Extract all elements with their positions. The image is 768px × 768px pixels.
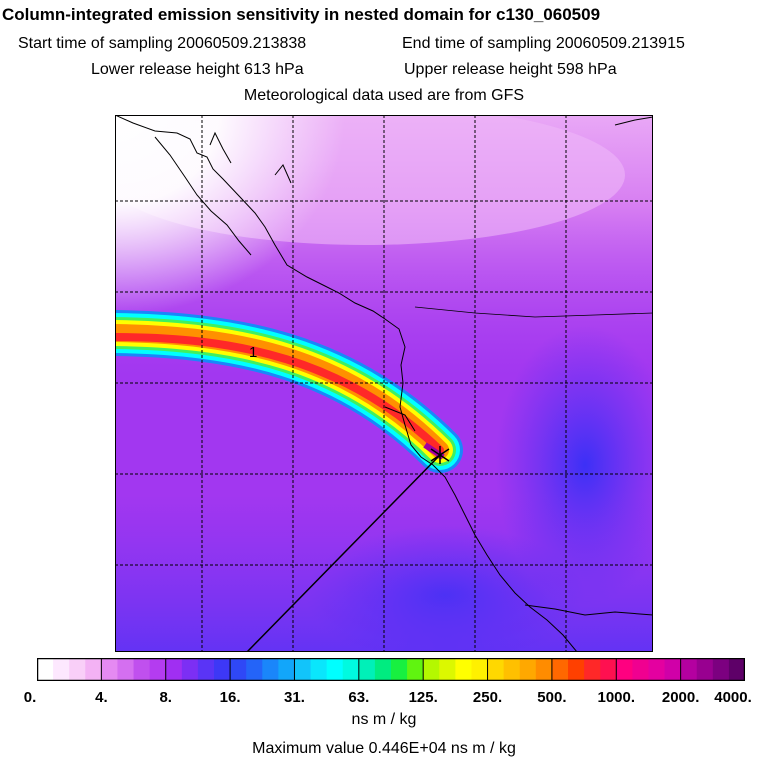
colorbar-cell <box>101 658 118 681</box>
colorbar-cell <box>391 658 408 681</box>
colorbar-cell <box>37 658 54 681</box>
colorbar-units: ns m / kg <box>351 711 417 728</box>
colorbar-cell <box>664 658 682 681</box>
colorbar-cell <box>117 658 135 681</box>
colorbar-cell <box>53 658 70 681</box>
colorbar-cell <box>519 658 537 681</box>
map-frame <box>115 115 653 652</box>
colorbar-cell <box>181 658 199 681</box>
gulf-outline <box>384 406 416 432</box>
colorbar-cell <box>342 658 360 681</box>
colorbar-frame <box>37 658 745 681</box>
border-line-south <box>524 604 653 616</box>
upper-release-height: Upper release height 598 hPa <box>404 61 617 78</box>
colorbar-cell <box>246 658 263 681</box>
colorbar-cell <box>455 658 472 681</box>
colorbar-tick-label: 63. <box>348 689 370 706</box>
colorbar-cell <box>214 658 231 681</box>
plume-label: 1 <box>249 344 257 361</box>
border-line-us-mexico <box>414 306 653 318</box>
colorbar <box>37 658 745 681</box>
met-data-source: Meteorological data used are from GFS <box>243 87 525 104</box>
colorbar-cell <box>310 658 328 681</box>
colorbar-tick-label: 1000. <box>597 689 636 706</box>
emission-sensitivity-map: 1 <box>115 115 653 652</box>
colorbar-cell <box>358 658 376 681</box>
colorbar-cell <box>535 658 553 681</box>
island-outline <box>209 131 232 164</box>
colorbar-tick-label: 125. <box>408 689 438 706</box>
colorbar-cell <box>326 658 344 681</box>
colorbar-cell <box>600 658 617 681</box>
colorbar-cell <box>503 658 521 681</box>
colorbar-cell <box>439 658 456 681</box>
sampling-start-time: Start time of sampling 20060509.213838 <box>18 35 307 52</box>
colorbar-cell <box>165 658 183 681</box>
colorbar-cell <box>407 658 424 681</box>
colorbar-cell <box>133 658 151 681</box>
colorbar-cell <box>680 658 698 681</box>
colorbar-cell <box>149 658 167 681</box>
colorbar-cell <box>471 658 489 681</box>
coastline <box>115 115 578 652</box>
colorbar-cell <box>728 658 745 681</box>
colorbar-cell <box>85 658 102 681</box>
colorbar-cell <box>584 658 601 681</box>
colorbar-cell <box>568 658 585 681</box>
colorbar-tick-label: 2000. <box>661 689 700 706</box>
inlet-outline <box>274 164 292 184</box>
colorbar-cell <box>262 658 279 681</box>
colorbar-cell <box>69 658 86 681</box>
colorbar-cell <box>230 658 247 681</box>
colorbar-cell <box>648 658 666 681</box>
plume-core <box>115 333 444 454</box>
colorbar-cell <box>632 658 649 681</box>
map-lower-shading <box>115 495 653 652</box>
baja-coastline <box>154 136 252 256</box>
colorbar-tick-label: 31. <box>284 689 305 706</box>
border-line-north <box>614 116 653 126</box>
release-point-marker <box>430 446 450 464</box>
flight-track <box>246 454 441 652</box>
colorbar-cell <box>712 658 730 681</box>
maximum-value: Maximum value 0.446E+04 ns m / kg <box>252 740 516 757</box>
colorbar-cell <box>278 658 295 681</box>
colorbar-cell <box>551 658 569 681</box>
colorbar-tick-label: 16. <box>219 689 241 706</box>
sampling-end-time: End time of sampling 20060509.213915 <box>402 35 685 52</box>
colorbar-cell <box>294 658 312 681</box>
colorbar-cell <box>616 658 633 681</box>
colorbar-tick-label: 0. <box>23 689 37 706</box>
colorbar-tick-label: 500. <box>537 689 567 706</box>
colorbar-tick-label: 8. <box>159 689 172 706</box>
colorbar-tick-label: 4. <box>95 689 108 706</box>
colorbar-cell <box>423 658 440 681</box>
lat-lon-grid <box>115 115 653 652</box>
colorbar-cell <box>487 658 505 681</box>
colorbar-cell <box>374 658 392 681</box>
colorbar-tick-label: 250. <box>472 689 503 706</box>
colorbar-cell <box>197 658 215 681</box>
plot-title: Column-integrated emission sensitivity i… <box>2 5 601 24</box>
colorbar-cell <box>696 658 714 681</box>
map-white-corner <box>115 115 345 315</box>
lower-release-height: Lower release height 613 hPa <box>91 61 304 78</box>
colorbar-tick-label: 4000. <box>714 689 752 706</box>
